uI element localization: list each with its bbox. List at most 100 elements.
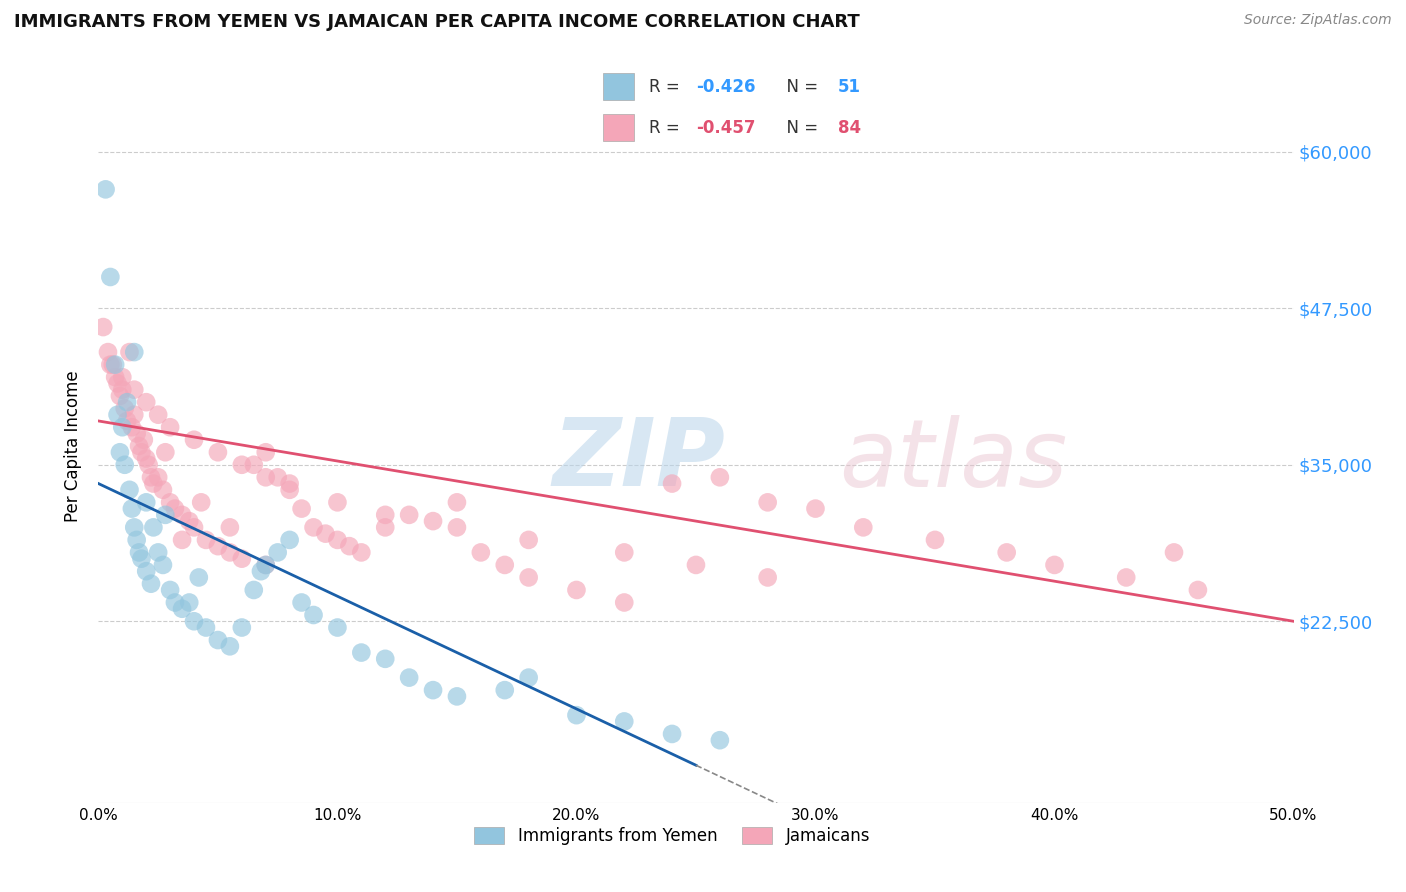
Point xyxy=(131,551,153,566)
Point xyxy=(613,545,636,559)
Point xyxy=(278,483,301,497)
Point xyxy=(107,408,129,422)
Point xyxy=(565,582,588,597)
Point xyxy=(398,508,420,522)
Point xyxy=(142,520,165,534)
Point xyxy=(179,595,201,609)
Point xyxy=(267,545,290,559)
Legend: Immigrants from Yemen, Jamaicans: Immigrants from Yemen, Jamaicans xyxy=(468,820,876,852)
Point xyxy=(207,539,229,553)
Point xyxy=(131,445,153,459)
Text: atlas: atlas xyxy=(839,415,1067,506)
Point xyxy=(326,621,349,635)
Point xyxy=(148,545,170,559)
Point xyxy=(101,358,124,372)
Point xyxy=(135,395,157,409)
Point xyxy=(613,714,636,729)
Point xyxy=(207,633,229,648)
Point xyxy=(494,683,516,698)
Text: -0.457: -0.457 xyxy=(696,119,755,136)
Point xyxy=(1043,558,1066,572)
Point xyxy=(517,671,540,685)
Point xyxy=(135,564,157,578)
Point xyxy=(163,501,186,516)
Point xyxy=(422,683,444,698)
Point xyxy=(302,607,325,622)
Point xyxy=(231,621,253,635)
Point xyxy=(661,727,683,741)
Point xyxy=(350,646,373,660)
Point xyxy=(470,545,492,559)
Point xyxy=(756,570,779,584)
Point xyxy=(398,671,420,685)
Point xyxy=(128,439,150,453)
Point xyxy=(125,533,148,547)
Point xyxy=(291,501,314,516)
Point xyxy=(124,345,146,359)
Point xyxy=(446,495,468,509)
Point xyxy=(107,376,129,391)
Point xyxy=(243,582,266,597)
Point xyxy=(231,551,253,566)
Point xyxy=(91,320,114,334)
Point xyxy=(613,595,636,609)
Point xyxy=(756,495,779,509)
Point xyxy=(121,420,143,434)
Point xyxy=(159,420,181,434)
Point xyxy=(339,539,361,553)
Text: ZIP: ZIP xyxy=(553,414,725,507)
Point xyxy=(291,595,314,609)
Point xyxy=(183,433,205,447)
Point xyxy=(924,533,946,547)
Point xyxy=(254,558,277,572)
Point xyxy=(111,383,134,397)
Point xyxy=(565,708,588,723)
Point xyxy=(138,458,160,472)
Point xyxy=(685,558,707,572)
FancyBboxPatch shape xyxy=(603,114,634,141)
Point xyxy=(326,533,349,547)
Point xyxy=(124,520,146,534)
Point xyxy=(139,576,162,591)
Point xyxy=(709,733,731,747)
Point xyxy=(190,495,212,509)
Point xyxy=(374,652,396,666)
Point xyxy=(243,458,266,472)
Text: -0.426: -0.426 xyxy=(696,78,755,95)
Point xyxy=(135,495,157,509)
Text: N =: N = xyxy=(776,119,824,136)
Point xyxy=(446,690,468,704)
Point xyxy=(132,433,155,447)
Point xyxy=(125,426,148,441)
Text: N =: N = xyxy=(776,78,824,95)
Text: R =: R = xyxy=(650,119,685,136)
Point xyxy=(97,345,120,359)
Point xyxy=(374,520,396,534)
Point xyxy=(163,595,186,609)
Point xyxy=(254,558,277,572)
Point xyxy=(517,533,540,547)
Point xyxy=(135,451,157,466)
Point xyxy=(152,558,174,572)
Point xyxy=(172,601,194,615)
Point xyxy=(302,520,325,534)
Point xyxy=(172,508,194,522)
Point xyxy=(152,483,174,497)
Point xyxy=(172,533,194,547)
FancyBboxPatch shape xyxy=(603,73,634,100)
Point xyxy=(155,508,177,522)
Point xyxy=(108,445,131,459)
Point xyxy=(121,501,143,516)
Point xyxy=(661,476,683,491)
Text: R =: R = xyxy=(650,78,685,95)
Point xyxy=(114,458,136,472)
Point xyxy=(195,533,218,547)
Point xyxy=(250,564,273,578)
Point xyxy=(231,458,253,472)
Text: 51: 51 xyxy=(838,78,860,95)
Point xyxy=(326,495,349,509)
Point xyxy=(118,483,141,497)
Point xyxy=(98,270,122,285)
Point xyxy=(1187,582,1209,597)
Y-axis label: Per Capita Income: Per Capita Income xyxy=(65,370,83,522)
